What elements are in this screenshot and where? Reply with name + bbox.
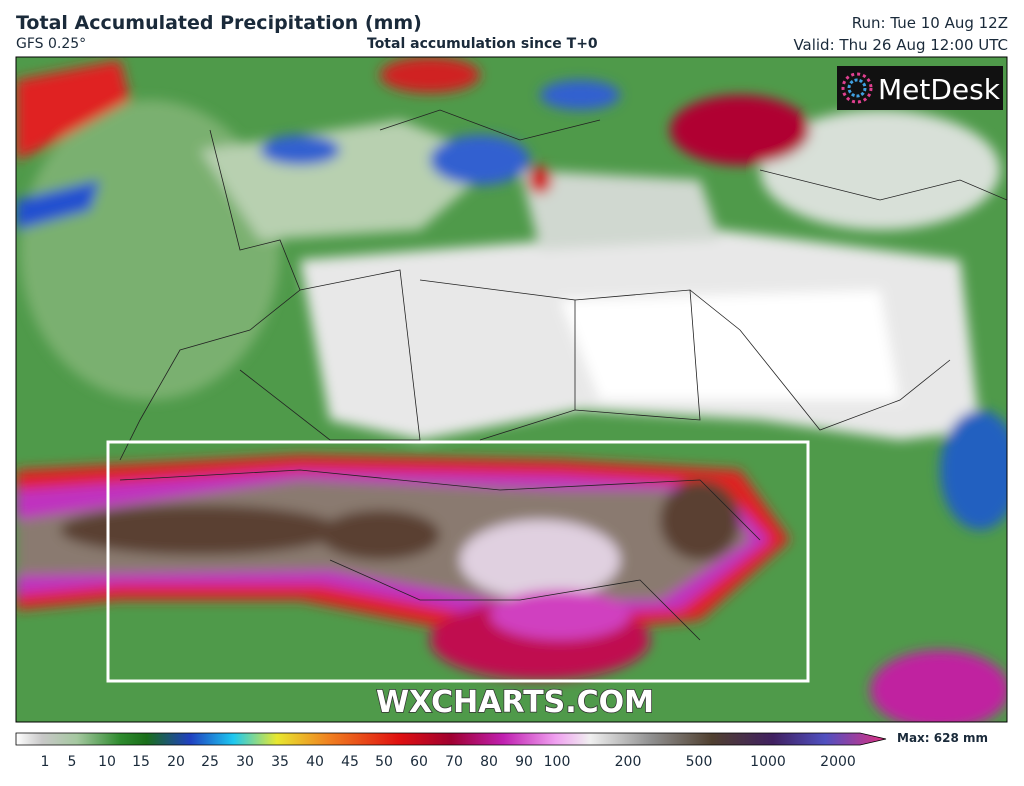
scale-label: 10 xyxy=(98,754,116,770)
subtitle: Total accumulation since T+0 xyxy=(367,36,598,52)
color-scale xyxy=(15,732,887,746)
scale-label: 100 xyxy=(544,754,571,770)
scale-label: 5 xyxy=(68,754,77,770)
scale-label: 200 xyxy=(615,754,642,770)
scale-label: 2000 xyxy=(820,754,856,770)
title: Total Accumulated Precipitation (mm) xyxy=(16,12,422,34)
run-time: Run: Tue 10 Aug 12Z xyxy=(851,14,1008,32)
logo: MetDesk xyxy=(878,73,1001,106)
model: GFS 0.25° xyxy=(16,36,87,52)
scale-label: 60 xyxy=(410,754,428,770)
scale-label: 1000 xyxy=(750,754,786,770)
scale-label: 50 xyxy=(375,754,393,770)
scale-label: 80 xyxy=(480,754,498,770)
scale-label: 25 xyxy=(201,754,219,770)
precip-field xyxy=(16,57,1007,722)
valid-time: Valid: Thu 26 Aug 12:00 UTC xyxy=(793,36,1008,54)
scale-label: 90 xyxy=(515,754,533,770)
scale-label: 15 xyxy=(132,754,150,770)
scale-labels: 1 5 10 15 20 25 30 35 40 45 50 60 70 80 90 100 200 500 100… xyxy=(41,754,856,770)
scale-label: 1 xyxy=(41,754,50,770)
scale-label: 40 xyxy=(306,754,324,770)
max-value: Max: 628 mm xyxy=(897,731,988,745)
scale-label: 70 xyxy=(445,754,463,770)
scale-label: 45 xyxy=(341,754,359,770)
watermark: WXCHARTS.COM xyxy=(376,685,654,720)
scale-label: 35 xyxy=(271,754,289,770)
scale-label: 500 xyxy=(686,754,713,770)
scale-label: 30 xyxy=(236,754,254,770)
scale-label: 20 xyxy=(167,754,185,770)
